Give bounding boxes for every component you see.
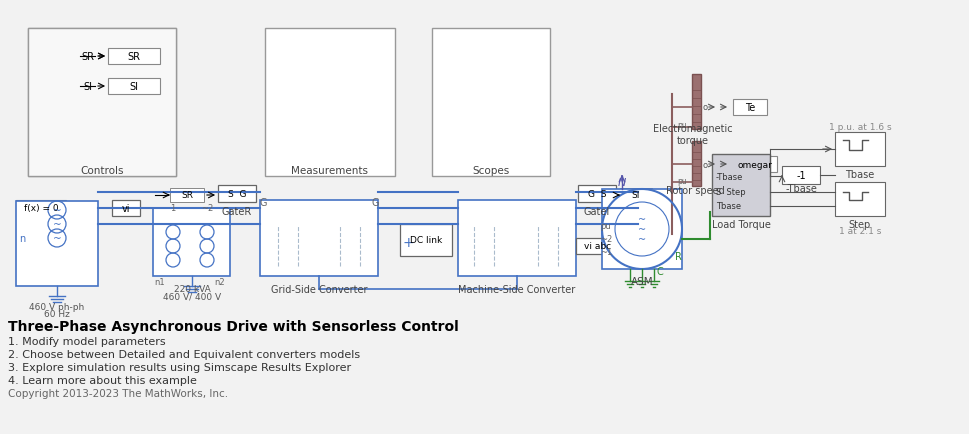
Text: SR: SR [81,52,94,62]
Text: -Tbase: -Tbase [784,184,816,194]
Text: 60 Hz: 60 Hz [44,310,70,319]
Text: vi: vi [122,204,130,214]
Bar [619,188,651,203]
Text: Measurements: Measurements [292,166,368,176]
Bar [733,100,766,116]
Bar [28,29,175,177]
Text: DC link: DC link [410,236,442,245]
Text: GateI: GateI [583,207,610,217]
Text: G: G [371,197,378,207]
Text: G: G [259,197,266,207]
Text: G  S: G S [587,190,606,199]
Bar [578,186,615,203]
Bar [711,155,769,217]
Bar [28,29,175,177]
Bar [602,190,681,270]
Text: omegar: omegar [736,160,771,169]
Text: n: n [18,233,25,243]
Text: ~: ~ [52,220,61,230]
Bar [691,141,701,187]
Text: Machine-Side Converter: Machine-Side Converter [458,284,575,294]
Text: GateR: GateR [222,207,252,217]
Bar [16,201,98,286]
Bar [111,201,140,217]
Bar [431,29,549,177]
Text: R: R [673,251,681,261]
Bar [16,201,66,217]
Text: Rotor speed: Rotor speed [665,186,724,196]
Bar [170,188,203,203]
Bar [260,201,378,276]
Text: C: C [656,266,663,276]
Text: SI: SI [631,191,640,200]
Text: ~: ~ [52,206,61,216]
Text: ~: ~ [52,233,61,243]
Text: S  Step: S Step [715,188,745,197]
Text: pu: pu [600,222,610,231]
Text: ASM: ASM [630,276,653,286]
Text: ~: ~ [638,234,645,244]
Text: SR: SR [127,52,141,62]
Text: Copyright 2013-2023 The MathWorks, Inc.: Copyright 2013-2023 The MathWorks, Inc. [8,388,228,398]
Text: f(x) = 0: f(x) = 0 [23,204,58,213]
Text: Tbase: Tbase [715,202,740,211]
Text: SI: SI [83,82,92,92]
Text: 4. Learn more about this example: 4. Learn more about this example [8,375,197,385]
Bar [457,201,576,276]
Text: o: o [702,160,706,169]
Bar [691,75,701,130]
Text: N: N [617,178,626,187]
Bar [153,208,230,276]
Text: 460 V ph-ph: 460 V ph-ph [29,303,84,312]
Text: Load Torque: Load Torque [711,220,769,230]
Text: SI: SI [130,82,139,92]
Text: o: o [702,103,706,112]
Bar [733,157,776,173]
Bar [265,29,394,177]
Text: 2. Choose between Detailed and Equivalent converters models: 2. Choose between Detailed and Equivalen… [8,349,359,359]
Text: ~2: ~2 [201,204,213,213]
Bar [834,133,884,167]
Bar [834,183,884,217]
Bar [218,186,256,203]
Text: n1: n1 [154,277,165,286]
Text: 220 kVA: 220 kVA [173,285,210,294]
Text: SR: SR [181,191,193,200]
Text: 1: 1 [171,204,175,213]
Text: -1: -1 [796,171,805,181]
Text: 1. Modify model parameters: 1. Modify model parameters [8,336,166,346]
Text: Tbase: Tbase [845,170,874,180]
Bar [781,167,819,184]
Text: Three-Phase Asynchronous Drive with Sensorless Control: Three-Phase Asynchronous Drive with Sens… [8,319,458,333]
Text: 1 p.u. at 1.6 s: 1 p.u. at 1.6 s [828,122,891,131]
Text: ~1: ~1 [599,248,611,257]
Text: ~: ~ [638,224,645,234]
Text: Electromagnetic
torque: Electromagnetic torque [652,124,732,145]
Text: Grid-Side Converter: Grid-Side Converter [270,284,367,294]
Text: Scopes: Scopes [472,166,509,176]
Text: -Tbase: -Tbase [715,172,742,181]
Text: ~: ~ [638,214,645,224]
Text: ~2: ~2 [599,235,611,244]
Text: Te: Te [744,103,754,113]
Text: pu: pu [676,177,686,186]
Text: pu: pu [676,120,686,129]
Text: +: + [402,236,414,250]
Bar [108,49,160,65]
Text: 460 V/ 400 V: 460 V/ 400 V [163,292,221,301]
Text: n2: n2 [214,277,225,286]
Text: 3. Explore simulation results using Simscape Results Explorer: 3. Explore simulation results using Sims… [8,362,351,372]
Text: Controls: Controls [80,166,124,176]
Text: 1 at 2.1 s: 1 at 2.1 s [838,227,880,236]
Bar [108,79,160,95]
Bar [399,224,452,256]
Bar [576,238,619,254]
Text: vi abc: vi abc [584,242,610,251]
Text: Step: Step [848,220,870,230]
Text: S  G: S G [228,190,246,199]
